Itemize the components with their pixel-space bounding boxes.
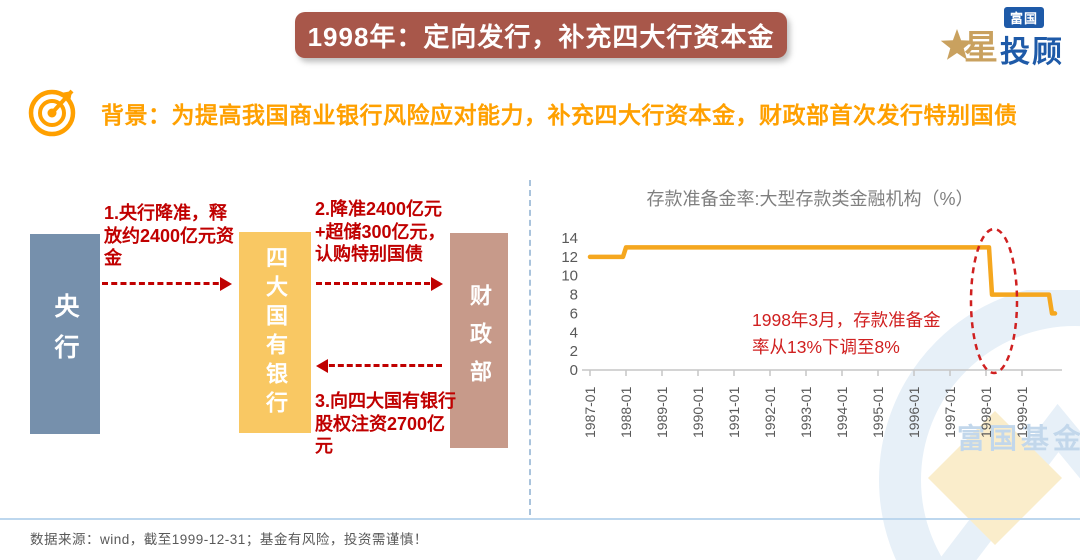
node-central-bank-label: 央行 bbox=[51, 293, 79, 375]
brand-box-label: 富国 bbox=[1004, 7, 1045, 28]
node-big-four-banks: 四大国有银行 bbox=[239, 232, 311, 433]
title-banner: 1998年：定向发行，补充四大行资本金 bbox=[295, 12, 787, 58]
star-icon bbox=[940, 29, 974, 60]
svg-text:率从13%下调至8%: 率从13%下调至8% bbox=[752, 337, 900, 357]
footer-disclaimer: 数据来源：wind，截至1999-12-31；基金有风险，投资需谨慎！ bbox=[30, 532, 428, 547]
target-dart-icon bbox=[28, 89, 76, 137]
vertical-divider bbox=[529, 180, 531, 515]
svg-text:2: 2 bbox=[570, 343, 578, 360]
svg-text:1988-01: 1988-01 bbox=[618, 386, 634, 438]
brand-star-char: 星 bbox=[964, 29, 998, 67]
svg-text:1998-01: 1998-01 bbox=[978, 386, 994, 438]
svg-text:1996-01: 1996-01 bbox=[906, 386, 922, 438]
background-note-text: 背景：为提高我国商业银行风险应对能力，补充四大行资本金，财政部首次发行特别国债 bbox=[101, 102, 1018, 128]
flow-step-2-label: 2.降准2400亿元+超储300亿元，认购特别国债 bbox=[315, 199, 446, 264]
svg-text:1998年3月，存款准备金: 1998年3月，存款准备金 bbox=[752, 310, 941, 330]
svg-text:14: 14 bbox=[561, 230, 578, 247]
svg-text:1997-01: 1997-01 bbox=[942, 386, 958, 438]
fullgoal-logo-watermark-icon: 富国基金 bbox=[879, 284, 1080, 560]
watermark-text: 富国基金 bbox=[957, 422, 1080, 454]
arrow-mof-to-banks bbox=[316, 358, 442, 373]
arrowhead-right-icon bbox=[220, 276, 232, 291]
arrowhead-right-icon bbox=[431, 276, 443, 291]
brand-logo: 星 富国 投顾 bbox=[938, 6, 1076, 69]
background-note: 背景：为提高我国商业银行风险应对能力，补充四大行资本金，财政部首次发行特别国债 bbox=[27, 84, 1057, 139]
flow-step-1-label: 1.央行降准，释放约2400亿元资金 bbox=[104, 203, 235, 268]
arrow-banks-to-mof bbox=[316, 276, 443, 291]
brand-name: 投顾 bbox=[1000, 36, 1064, 69]
svg-text:1994-01: 1994-01 bbox=[834, 386, 850, 438]
node-ministry-of-finance: 财政部 bbox=[450, 233, 508, 448]
svg-text:1989-01: 1989-01 bbox=[654, 386, 670, 438]
svg-text:1990-01: 1990-01 bbox=[690, 386, 706, 438]
fullgoal-watermark: 富国基金 bbox=[830, 284, 1080, 560]
svg-text:1995-01: 1995-01 bbox=[870, 386, 886, 438]
flow-step-3-label: 3.向四大国有银行股权注资2700亿元 bbox=[315, 391, 457, 456]
svg-text:1999-01: 1999-01 bbox=[1014, 386, 1030, 438]
node-big-four-banks-label: 四大国有银行 bbox=[263, 245, 288, 420]
chart-plot-area: 1987-01 1988-01 1989-01 1990-01 1991-01 1992-… bbox=[561, 227, 1062, 438]
svg-text:8: 8 bbox=[570, 287, 578, 304]
page-title: 1998年：定向发行，补充四大行资本金 bbox=[307, 21, 775, 52]
reserve-ratio-chart: 存款准备金率:大型存款类金融机构（%） 1987-01 1988-01 1989-0… bbox=[540, 185, 1080, 515]
arrowhead-left-icon bbox=[316, 358, 328, 373]
svg-text:4: 4 bbox=[570, 324, 578, 341]
svg-text:1992-01: 1992-01 bbox=[762, 386, 778, 438]
node-ministry-of-finance-label: 财政部 bbox=[467, 283, 492, 398]
svg-text:1987-01: 1987-01 bbox=[582, 386, 598, 438]
node-central-bank: 央行 bbox=[30, 234, 100, 434]
svg-text:12: 12 bbox=[561, 249, 578, 266]
svg-text:6: 6 bbox=[570, 305, 578, 322]
svg-text:1991-01: 1991-01 bbox=[726, 386, 742, 438]
svg-text:1993-01: 1993-01 bbox=[798, 386, 814, 438]
chart-title: 存款准备金率:大型存款类金融机构（%） bbox=[646, 189, 974, 209]
svg-text:0: 0 bbox=[570, 362, 578, 379]
svg-text:10: 10 bbox=[561, 268, 578, 285]
footer-divider bbox=[0, 518, 1080, 520]
arrow-central-bank-to-banks bbox=[102, 276, 232, 291]
